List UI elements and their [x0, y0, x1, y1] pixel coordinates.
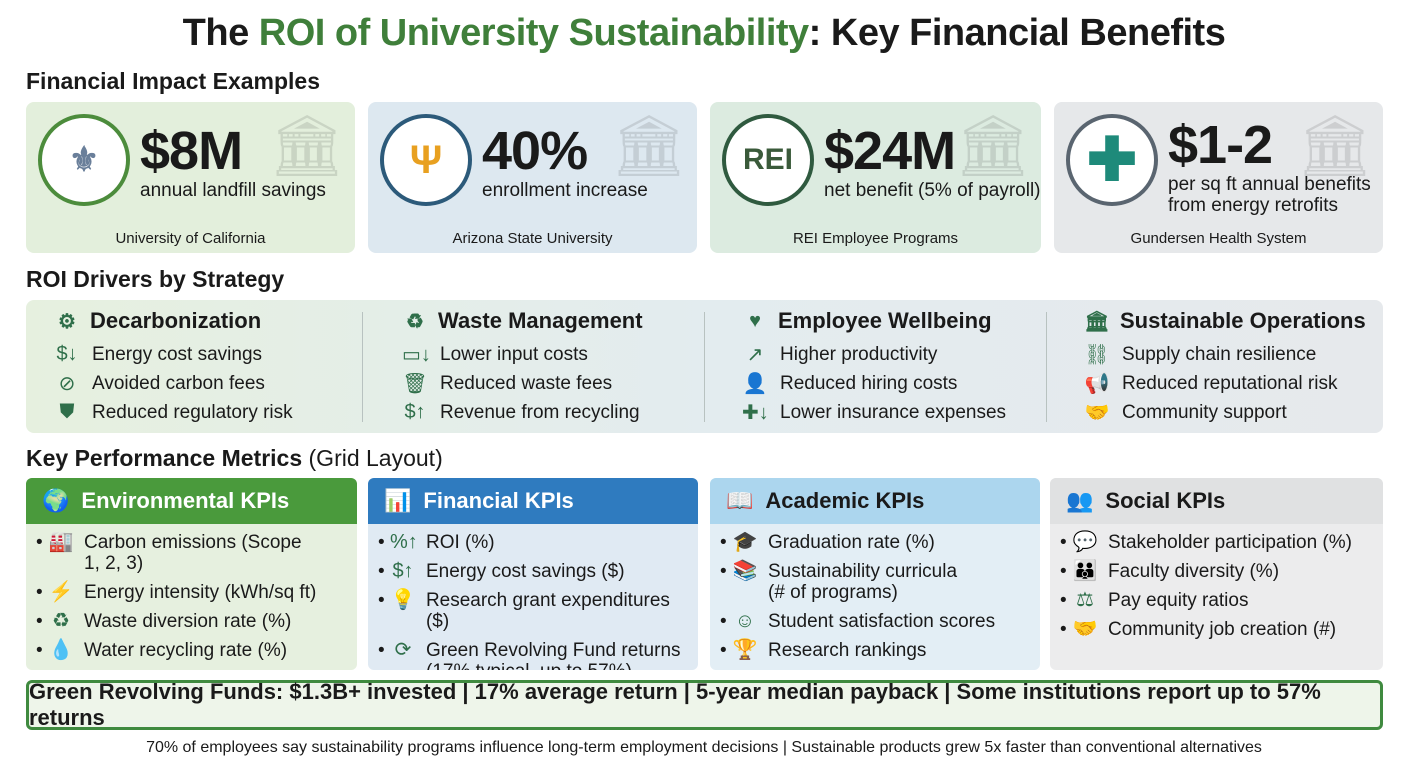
- productivity-icon: ↗: [746, 344, 764, 366]
- impact-card-uc: 🏛 ⚜ $8M annual landfill savings Universi…: [26, 102, 355, 253]
- handshake-icon: 🤝: [1084, 402, 1110, 424]
- megaphone-icon: 📢: [1084, 373, 1110, 395]
- impact-value: $8M: [140, 121, 243, 181]
- cash-down-icon: ▭↓: [402, 344, 431, 366]
- graduation-cap-icon: 🎓: [732, 531, 758, 553]
- health-shield-down-icon: ✚↓: [742, 402, 769, 424]
- university-building-icon: 🏛: [954, 112, 1031, 179]
- drivers-heading: ROI Drivers by Strategy: [26, 266, 285, 292]
- diverse-people-icon: 👪: [1072, 560, 1098, 582]
- impact-desc: enrollment increase: [482, 180, 648, 201]
- kpi-card-academic: 📖 Academic KPIs • 🎓 Graduation rate (%) • 📚 S…: [710, 478, 1040, 670]
- revolving-dollar-icon: ⟳: [394, 639, 412, 661]
- scales-icon: ⚖: [1076, 589, 1094, 611]
- kpi-heading: Key Performance Metrics (Grid Layout): [26, 445, 443, 471]
- book-icon: 📖: [726, 488, 754, 513]
- driver-waste-management: ♻ Waste Management ▭↓ Lower input costs 🗑 R…: [402, 308, 643, 423]
- globe-building-icon: 🏛: [1084, 310, 1110, 333]
- impact-value: $24M: [824, 121, 956, 181]
- uc-seal-logo: ⚜: [38, 114, 130, 206]
- university-building-icon: 🏛: [610, 112, 687, 179]
- impact-source: REI Employee Programs: [792, 230, 959, 247]
- impact-card-rei: 🏛 REI $24M net benefit (5% of payroll) R…: [710, 102, 1041, 253]
- impact-value: 40%: [482, 121, 588, 181]
- driver-employee-wellbeing: ♥ Employee Wellbeing ↗ Higher productivity…: [742, 308, 1007, 424]
- university-building-icon: 🏛: [268, 112, 345, 179]
- gear-leaf-icon: ⚙: [58, 310, 76, 333]
- no-carbon-icon: ⊘: [58, 373, 76, 395]
- heart-pulse-icon: ♥: [749, 309, 761, 332]
- energy-building-icon: ⚡: [48, 581, 74, 603]
- people-icon: 👥: [1066, 488, 1094, 513]
- page-title: The ROI of University Sustainability: Ke…: [182, 12, 1226, 54]
- dollar-up-icon: $↑: [404, 401, 426, 423]
- chain-link-icon: ⛓: [1084, 344, 1110, 366]
- kpi-card-social: 👥 Social KPIs • 💬 Stakeholder participation…: [1050, 478, 1383, 670]
- impact-heading: Financial Impact Examples: [26, 68, 321, 94]
- impact-desc: per sq ft annual benefits from energy re…: [1168, 174, 1371, 216]
- impact-source: Gundersen Health System: [1130, 230, 1307, 247]
- green-revolving-funds-banner: Green Revolving Funds: $1.3B+ invested |…: [26, 679, 1383, 730]
- globe-leaf-icon: 🌍: [42, 488, 70, 513]
- kpi-card-financial: 📊 Financial KPIs • %↑ ROI (%) • $↑ Energy cos…: [368, 478, 698, 670]
- impact-card-gundersen: 🏛 ✚ $1-2 per sq ft annual benefits from …: [1054, 102, 1383, 253]
- hiring-icon: 👤: [742, 373, 768, 395]
- dollar-chart-icon: 📊: [384, 488, 412, 513]
- dollar-up-icon: $↑: [392, 560, 414, 582]
- footer-note: 70% of employees say sustainability prog…: [146, 739, 1262, 756]
- water-drop-icon: 💧: [48, 639, 74, 661]
- divider: [704, 312, 705, 422]
- lightbulb-dollar-icon: 💡: [390, 589, 416, 611]
- impact-source: University of California: [115, 230, 266, 247]
- impact-desc: annual landfill savings: [140, 180, 326, 201]
- university-building-icon: 🏛: [1296, 112, 1373, 179]
- drivers-panel: ⚙ Decarbonization $↓ Energy cost savings ⊘…: [26, 300, 1383, 433]
- divider: [362, 312, 363, 422]
- stakeholder-icon: 💬: [1072, 531, 1098, 553]
- driver-sustainable-operations: 🏛 Sustainable Operations ⛓ Supply chain re…: [1084, 308, 1366, 424]
- impact-source: Arizona State University: [452, 230, 613, 247]
- trophy-icon: 🏆: [732, 639, 758, 661]
- factory-icon: 🏭: [48, 531, 74, 553]
- smiley-up-icon: ☺: [734, 610, 756, 632]
- driver-decarbonization: ⚙ Decarbonization $↓ Energy cost savings ⊘…: [54, 308, 292, 427]
- impact-desc: net benefit (5% of payroll): [824, 180, 1041, 201]
- impact-value: $1-2: [1168, 115, 1273, 175]
- dollar-down-icon: $↓: [56, 343, 78, 365]
- divider: [1046, 312, 1047, 422]
- rei-logo: REI: [722, 114, 814, 206]
- percent-up-icon: %↑: [390, 531, 418, 553]
- handshake-icon: 🤝: [1072, 618, 1098, 640]
- medical-cross-logo: ✚: [1066, 114, 1158, 206]
- shield-icon: ⛊: [59, 401, 75, 423]
- recycle-icon: ♻: [52, 610, 70, 632]
- books-leaf-icon: 📚: [732, 560, 758, 582]
- pitchfork-logo: Ψ: [380, 114, 472, 206]
- recycle-icon: ♻: [406, 310, 424, 333]
- impact-card-asu: 🏛 Ψ 40% enrollment increase Arizona Stat…: [368, 102, 697, 253]
- trash-icon: 🗑: [402, 373, 428, 395]
- kpi-card-environmental: 🌍 Environmental KPIs • 🏭 Carbon emissions (…: [26, 478, 357, 670]
